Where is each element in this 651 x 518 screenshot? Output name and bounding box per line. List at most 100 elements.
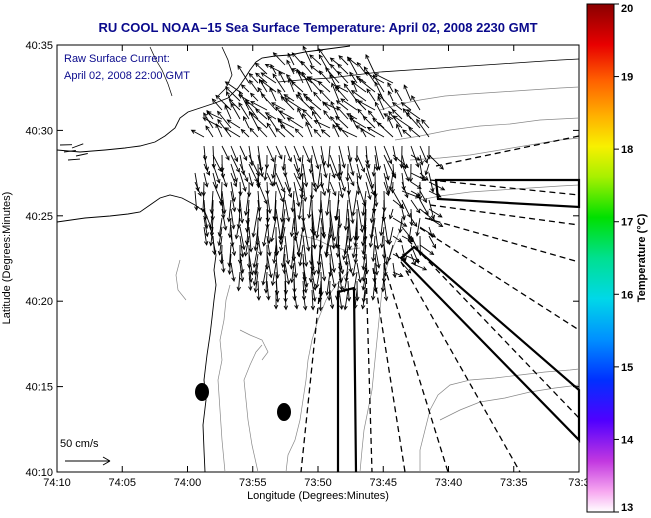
current-vector-head	[287, 77, 292, 83]
current-vector-head	[423, 176, 429, 181]
current-vector	[353, 271, 358, 292]
current-vector-head	[321, 234, 327, 239]
current-vector-head	[371, 257, 376, 263]
current-vector	[419, 145, 428, 164]
current-vector	[338, 172, 346, 191]
current-vector-head	[366, 126, 372, 132]
colorbar	[586, 3, 615, 513]
current-vector-head	[379, 243, 385, 249]
current-vector	[280, 226, 286, 251]
shipping-lanes	[300, 135, 580, 473]
current-vector	[374, 244, 380, 268]
current-vector	[419, 172, 429, 181]
current-vector-head	[436, 193, 442, 198]
current-vector-head	[243, 115, 248, 121]
current-vector-head	[239, 218, 245, 224]
current-vector-head	[267, 209, 272, 215]
current-vector-head	[353, 304, 358, 310]
current-vector-head	[342, 287, 348, 293]
current-vector	[292, 190, 295, 212]
current-vector-head	[350, 219, 355, 225]
current-vector	[228, 199, 232, 222]
current-vector-head	[302, 108, 307, 114]
current-vector-head	[253, 246, 258, 252]
current-vector	[310, 106, 322, 120]
current-vector	[401, 102, 412, 111]
current-vector	[338, 208, 341, 228]
current-vector-head	[319, 89, 324, 95]
current-vector	[377, 96, 385, 111]
current-vector	[313, 129, 322, 138]
current-vector-head	[273, 216, 278, 222]
current-vector-head	[312, 244, 317, 250]
current-vector	[401, 262, 411, 274]
current-vector-head	[270, 281, 276, 287]
current-vector	[282, 244, 286, 268]
current-vector	[347, 181, 350, 195]
current-vector	[203, 172, 208, 187]
current-vector	[394, 88, 403, 102]
current-vector-head	[261, 280, 266, 286]
current-vector	[411, 95, 421, 111]
current-vector-head	[387, 116, 392, 122]
current-vector-head	[415, 162, 420, 168]
current-vector	[255, 108, 268, 120]
current-vector-head	[215, 123, 220, 129]
current-vector-head	[331, 173, 336, 179]
current-vector	[302, 163, 307, 187]
current-vector	[325, 67, 340, 84]
current-vector-head	[263, 288, 269, 294]
current-vector	[265, 64, 286, 75]
current-vector	[410, 145, 419, 168]
current-vector	[212, 235, 216, 255]
current-vector	[401, 208, 405, 220]
current-vector-head	[355, 75, 361, 81]
current-vector	[326, 271, 331, 296]
current-vector-head	[257, 207, 262, 212]
current-vector-head	[313, 187, 318, 193]
current-vector	[266, 217, 270, 244]
current-vector-head	[359, 228, 365, 234]
y-tick-label: 40:25	[25, 211, 53, 223]
colorbar-tick-label: 20	[621, 3, 633, 15]
current-vector-head	[280, 96, 286, 101]
current-vector	[329, 208, 335, 241]
current-vector-head	[272, 73, 277, 79]
current-vector-head	[364, 269, 370, 275]
current-vector	[380, 208, 385, 236]
current-vector	[215, 123, 223, 138]
current-vector	[347, 145, 352, 162]
current-vector	[207, 111, 223, 120]
current-vector	[275, 280, 279, 302]
current-vector-head	[408, 177, 413, 183]
current-vector-head	[349, 71, 354, 77]
current-vector	[266, 280, 270, 300]
current-vector	[392, 199, 404, 209]
current-vector-head	[197, 191, 202, 197]
current-vector	[338, 253, 344, 274]
current-vector	[358, 78, 376, 93]
current-vector	[373, 74, 385, 93]
current-vector-head	[242, 186, 247, 192]
current-vector	[388, 226, 394, 245]
current-vector-head	[227, 270, 232, 276]
current-vector	[356, 154, 365, 172]
current-vector-head	[313, 128, 319, 134]
current-vector-head	[384, 260, 389, 266]
current-vector-head	[346, 113, 352, 118]
current-vector	[354, 98, 367, 111]
current-vector-head	[325, 211, 330, 217]
current-vector	[316, 262, 322, 288]
current-vector	[354, 289, 358, 309]
current-vector-head	[312, 285, 317, 291]
current-vector	[191, 129, 205, 138]
current-vector-head	[402, 222, 408, 227]
current-vector	[278, 119, 295, 129]
current-vector-head	[272, 52, 278, 57]
current-vector-head	[357, 278, 363, 284]
current-vector	[210, 208, 214, 230]
current-vector-head	[274, 250, 280, 256]
current-vector-head	[321, 191, 327, 197]
current-vector	[338, 163, 341, 181]
current-vector	[239, 226, 245, 250]
